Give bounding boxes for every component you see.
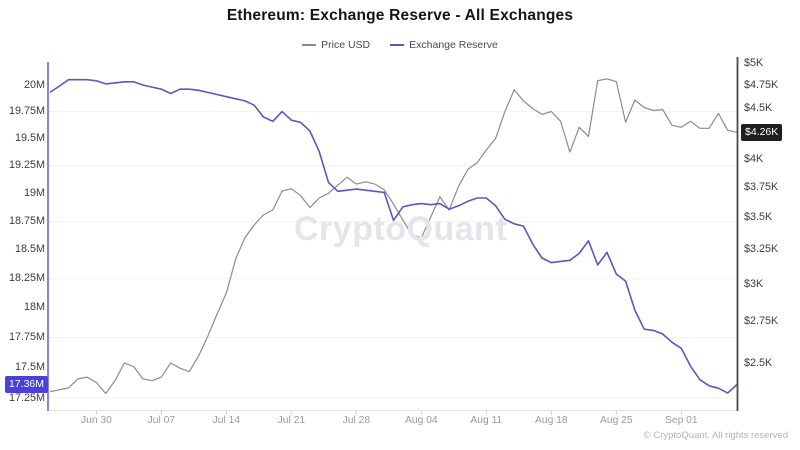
x-axis-label: Aug 18 (534, 415, 568, 426)
reserve-last-value-badge: 17.36M (4, 376, 48, 394)
y-axis-label-left: 18.25M (8, 272, 45, 285)
reserve-line-swatch-icon (390, 44, 405, 46)
y-axis-label-left: 17.75M (8, 331, 45, 344)
chart-legend: Price USD Exchange Reserve (0, 39, 800, 51)
copyright-footer: © CryptoQuant. All rights reserved (643, 430, 788, 441)
y-axis-label-left: 19.5M (14, 132, 45, 145)
legend-label-exchange-reserve: Exchange Reserve (409, 39, 498, 51)
x-axis-label: Jun 30 (80, 415, 112, 426)
legend-item-exchange-reserve[interactable]: Exchange Reserve (390, 39, 498, 51)
chart-title: Ethereum: Exchange Reserve - All Exchang… (226, 7, 574, 24)
x-axis-label: Sep 01 (664, 415, 698, 426)
y-axis-label-left: 17.5M (14, 361, 45, 374)
y-axis-label-right: $3.5K (744, 210, 773, 223)
y-axis-label-left: 17.25M (8, 391, 45, 404)
price-line (49, 78, 738, 395)
y-axis-label-right: $3K (744, 277, 764, 290)
y-axis-label-right: $2.5K (744, 356, 773, 369)
x-axis-label: Jul 07 (147, 415, 176, 426)
price-last-value-badge: $4.26K (741, 123, 783, 141)
y-axis-label-left: 19.25M (8, 159, 45, 172)
x-axis-label: Aug 04 (405, 415, 438, 426)
y-axis-label-right: $3.75K (744, 181, 779, 193)
legend-label-price-usd: Price USD (321, 39, 371, 51)
cryptoquant-watermark: CryptoQuant (294, 210, 508, 248)
y-axis-label-left: 18M (23, 301, 45, 314)
reserve-line (49, 78, 738, 394)
y-axis-label-left: 19.75M (8, 105, 45, 118)
x-axis-label: Jul 21 (277, 415, 306, 426)
y-axis-label-right: $3.25K (744, 242, 779, 255)
y-axis-label-right: $4K (744, 153, 764, 166)
legend-item-price-usd[interactable]: Price USD (302, 39, 370, 51)
y-axis-label-left: 19M (23, 187, 45, 200)
y-axis-label-right: $5K (744, 56, 764, 69)
y-axis-label-right: $4.5K (744, 102, 773, 115)
y-axis-label-right: $2.75K (744, 315, 779, 328)
x-axis-label: Aug 11 (470, 415, 503, 426)
y-axis-label-left: 20M (23, 78, 45, 91)
y-axis-label-right: $4.75K (744, 78, 779, 91)
x-axis-label: Jul 14 (212, 415, 241, 426)
x-axis-label: Jul 28 (342, 415, 371, 426)
y-axis-label-left: 18.5M (14, 243, 45, 256)
y-axis-label-left: 18.75M (8, 215, 45, 228)
x-axis-label: Aug 25 (599, 415, 633, 426)
price-line-swatch-icon (302, 44, 317, 46)
